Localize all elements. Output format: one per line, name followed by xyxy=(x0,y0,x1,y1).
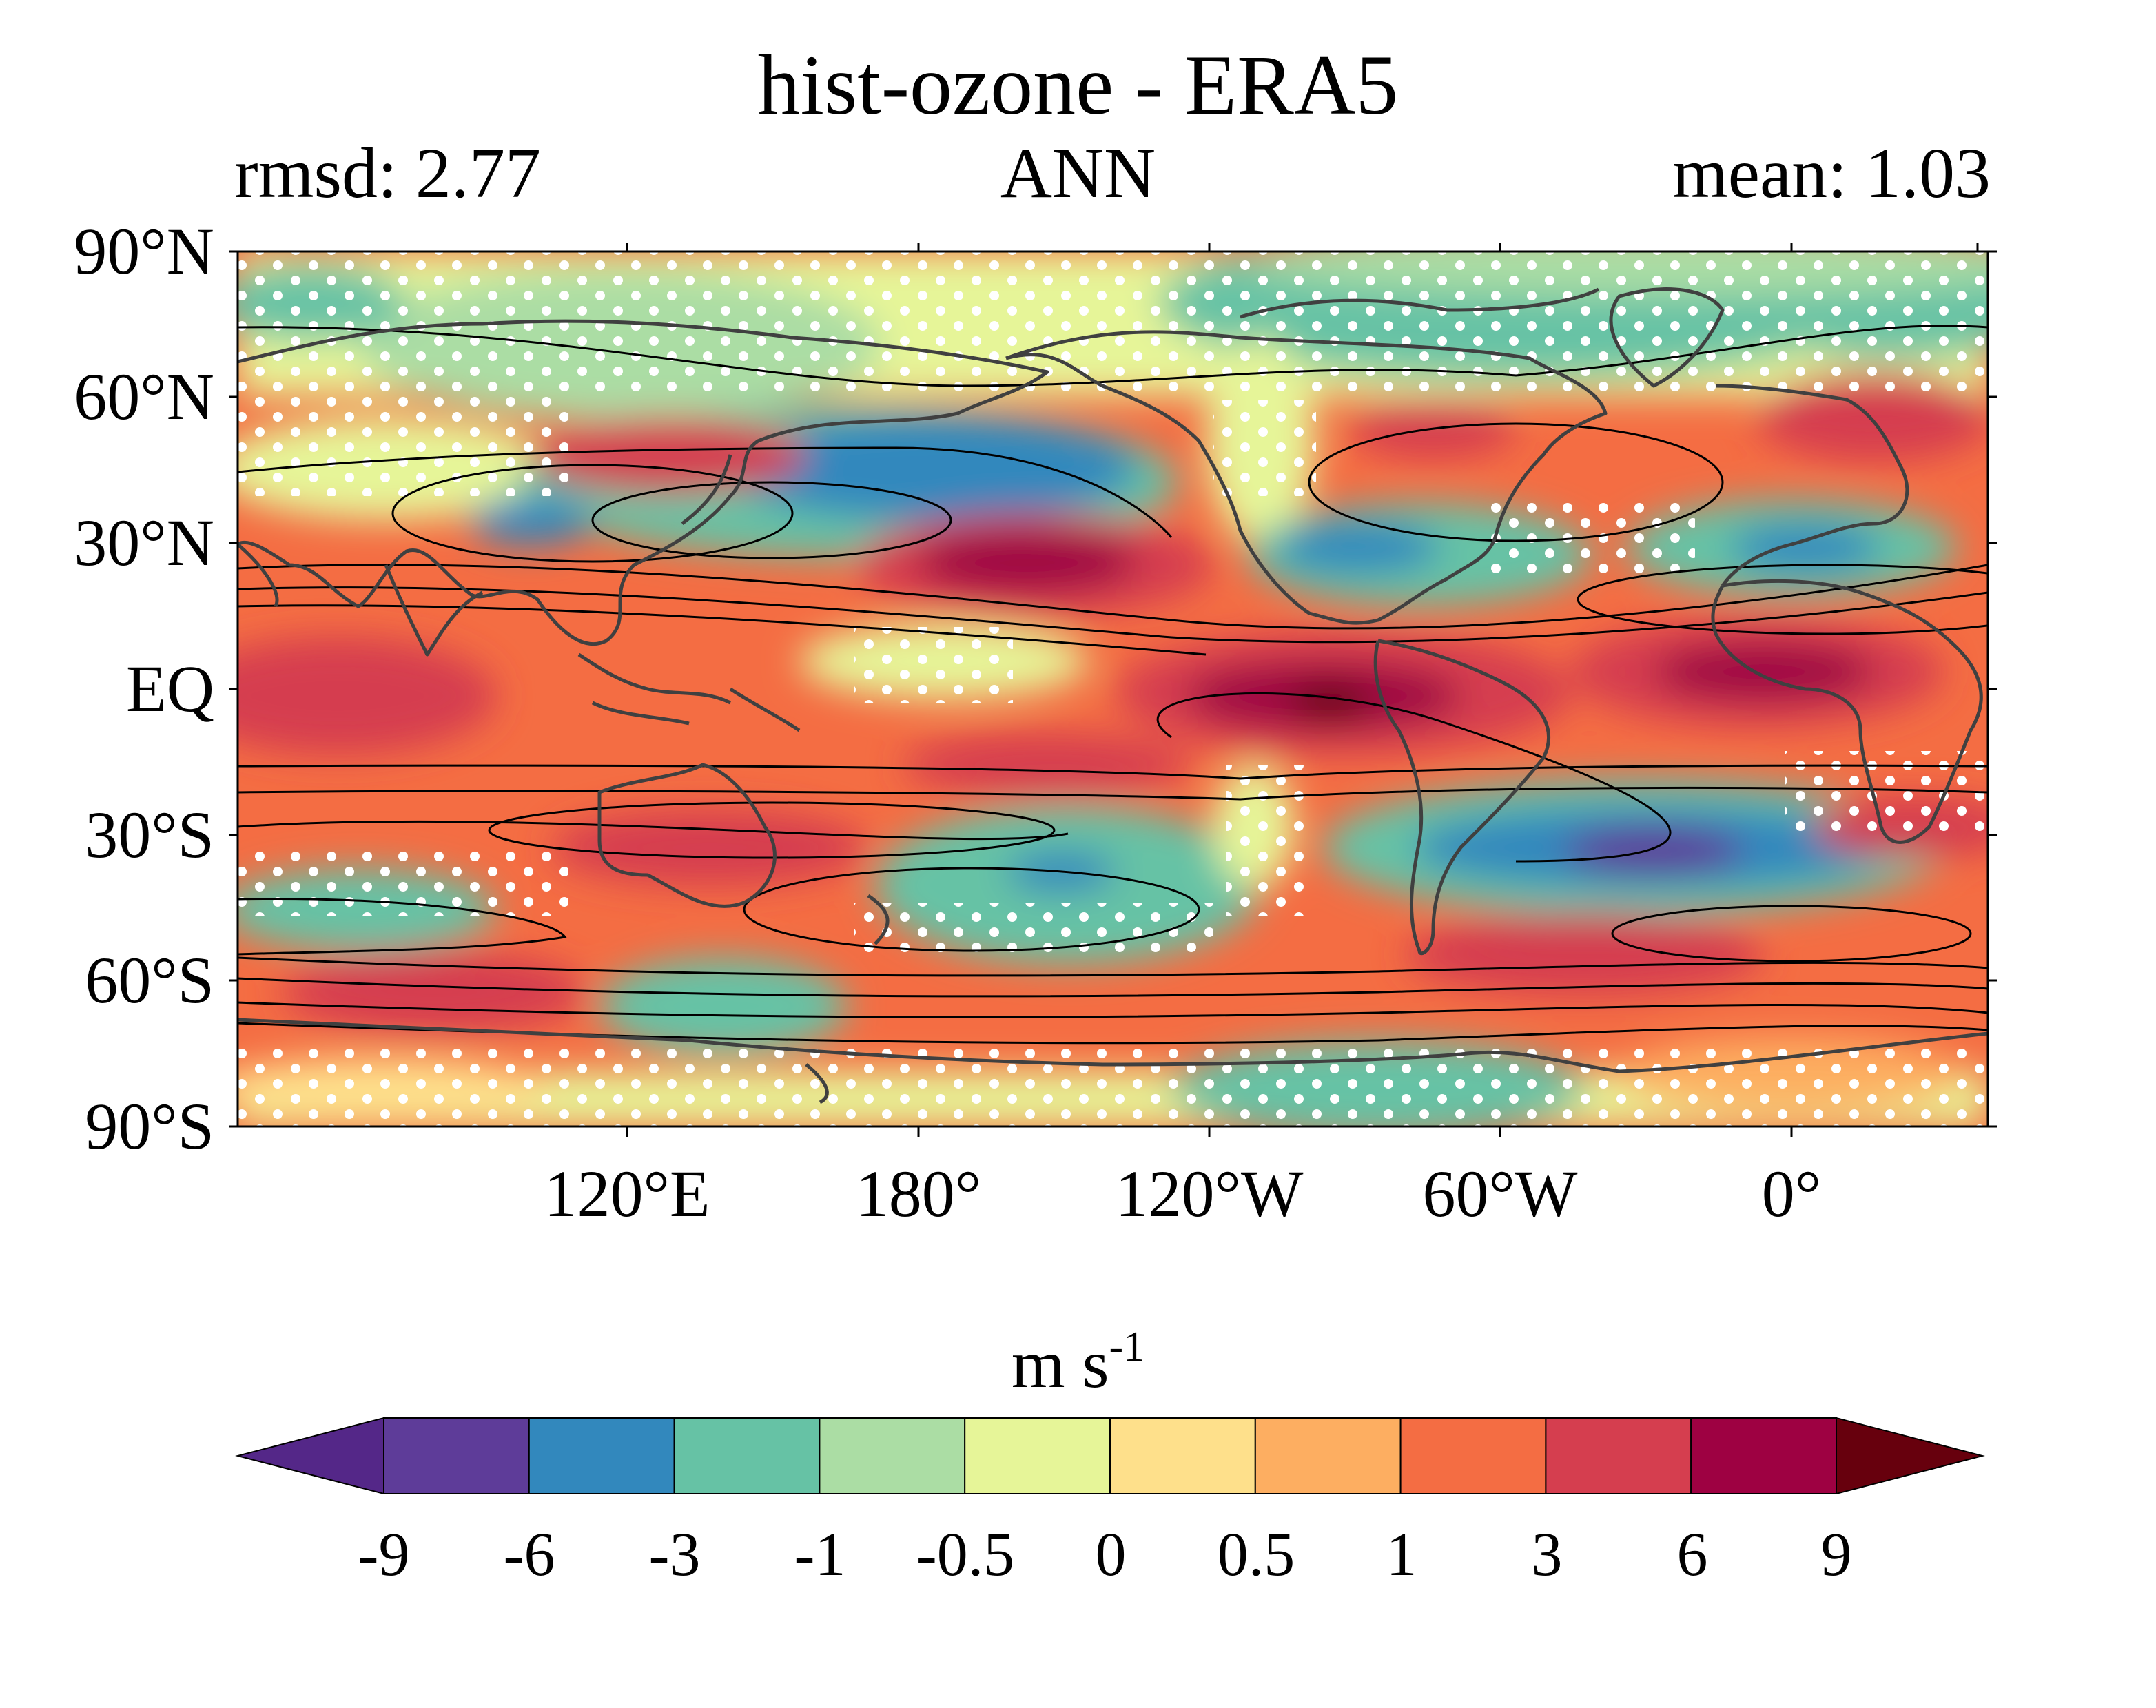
mean-label: mean: 1.03 xyxy=(1672,134,1991,213)
lat-label-90s: 90°S xyxy=(85,1089,214,1163)
colorbar-cell xyxy=(1109,1417,1256,1494)
colorbar-cell xyxy=(1254,1417,1402,1494)
colorbar-unit-exponent: -1 xyxy=(1109,1324,1145,1370)
colorbar-label: -3 xyxy=(648,1521,701,1589)
colorbar xyxy=(235,1417,1985,1495)
colorbar-unit: m s-1 xyxy=(0,1326,2156,1399)
colorbar-cell xyxy=(673,1417,821,1494)
colorbar-label: 3 xyxy=(1531,1521,1563,1589)
lat-label-30s: 30°S xyxy=(85,798,214,872)
lon-label-180: 180° xyxy=(855,1157,982,1231)
colorbar-cell xyxy=(1690,1417,1837,1494)
lon-label-0: 0° xyxy=(1761,1157,1822,1231)
lat-label-eq: EQ xyxy=(126,652,214,726)
lon-label-120e: 120°E xyxy=(544,1157,710,1231)
colorbar-label: 1 xyxy=(1386,1521,1417,1589)
stippling xyxy=(238,251,1988,1126)
colorbar-unit-base: m s xyxy=(1011,1326,1109,1402)
lon-label-60w: 60°W xyxy=(1422,1157,1578,1231)
colorbar-label: 6 xyxy=(1676,1521,1708,1589)
lat-label-60n: 60°N xyxy=(74,360,214,433)
coastlines xyxy=(238,287,1988,1104)
colorbar-cell xyxy=(964,1417,1111,1494)
colorbar-cell xyxy=(1399,1417,1547,1494)
lon-label-120w: 120°W xyxy=(1115,1157,1304,1231)
colorbar-label: -0.5 xyxy=(916,1521,1015,1589)
colorbar-cell xyxy=(819,1417,966,1494)
colorbar-cell xyxy=(383,1417,530,1494)
colorbar-label: 0.5 xyxy=(1217,1521,1295,1589)
map-title: hist-ozone - ERA5 xyxy=(757,38,1399,132)
colorbar-label: -1 xyxy=(794,1521,846,1589)
colorbar-label: 0 xyxy=(1095,1521,1127,1589)
colorbar-label: 9 xyxy=(1820,1521,1852,1589)
colorbar-cell xyxy=(528,1417,675,1494)
lat-label-30n: 30°N xyxy=(74,506,214,579)
rmsd-label: rmsd: 2.77 xyxy=(234,134,541,213)
lat-label-90n: 90°N xyxy=(74,214,214,288)
colorbar-label: -9 xyxy=(358,1521,410,1589)
colorbar-label: -6 xyxy=(503,1521,555,1589)
bias-field xyxy=(238,251,1988,1126)
axis-ticks xyxy=(229,243,1997,1137)
colorbar-over-triangle xyxy=(1836,1417,1985,1495)
colorbar-under-triangle xyxy=(235,1417,384,1495)
season-label: ANN xyxy=(1000,134,1156,213)
colorbar-cell xyxy=(1545,1417,1692,1494)
lat-label-60s: 60°S xyxy=(85,943,214,1017)
